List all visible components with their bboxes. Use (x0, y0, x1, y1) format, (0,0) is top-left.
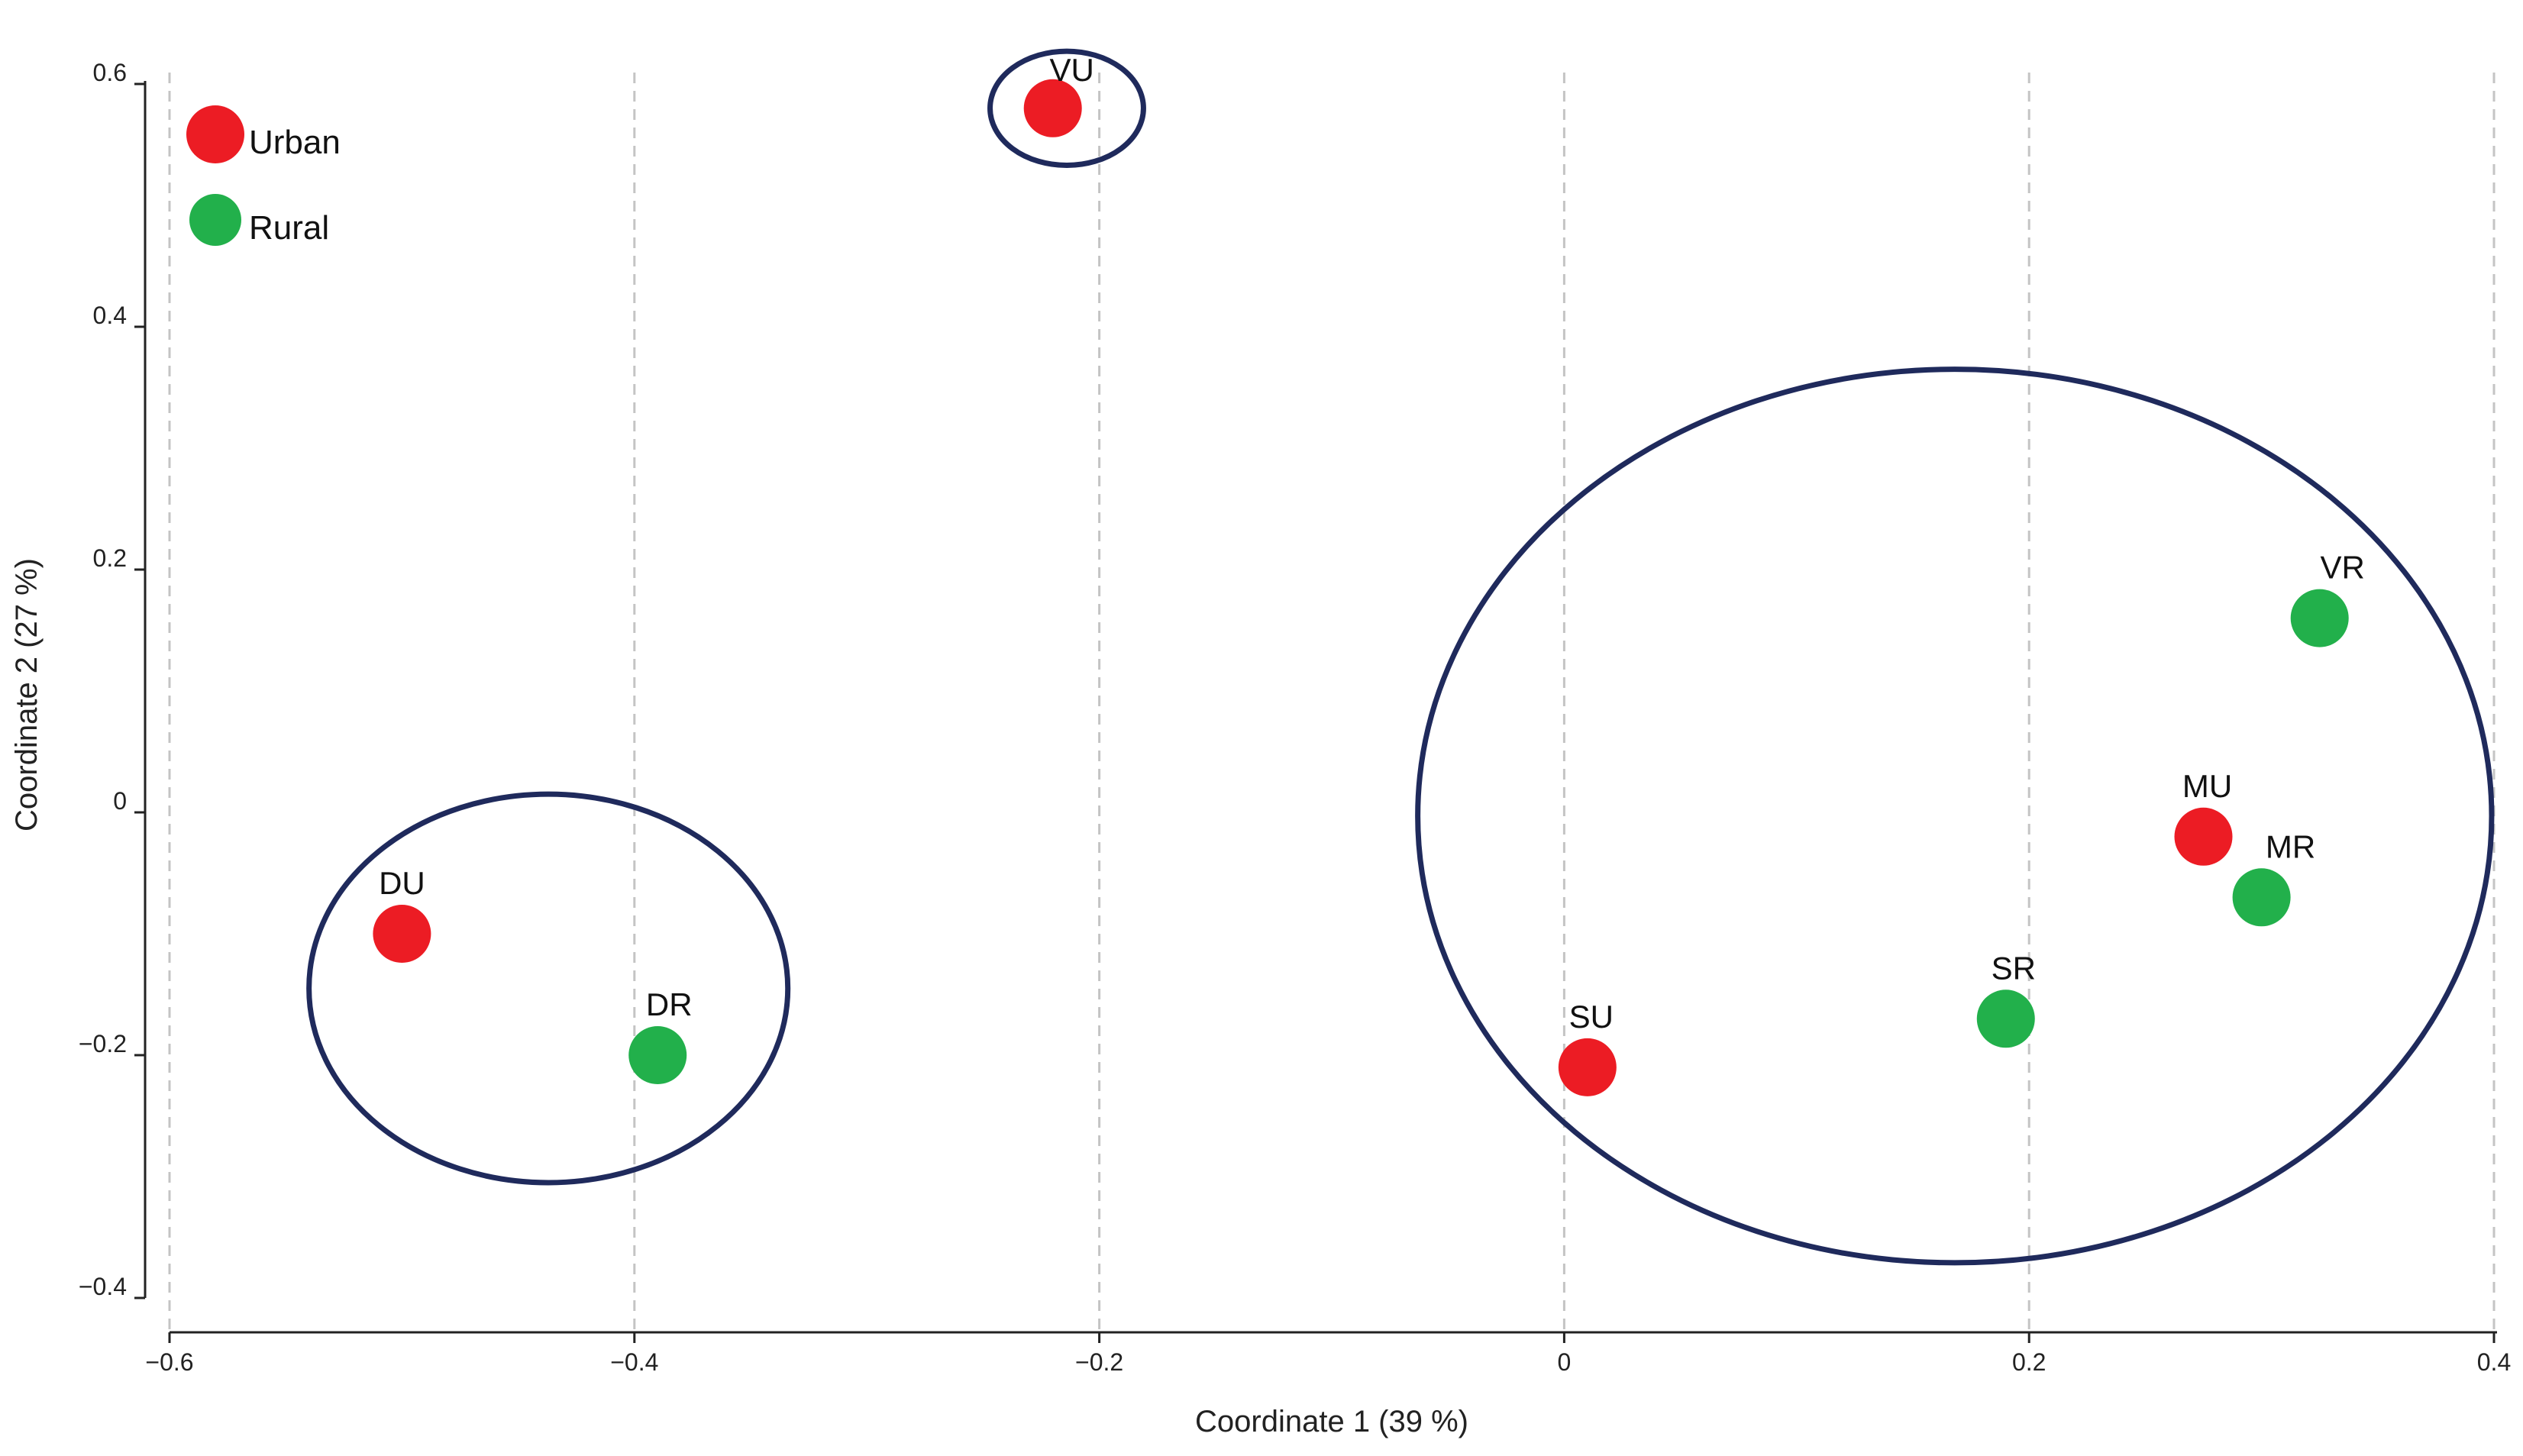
point-label-mu: MU (2182, 768, 2232, 804)
y-tick-label: 0 (113, 787, 127, 815)
x-tick-label: 0.4 (2477, 1348, 2511, 1376)
y-tick-label: 0.6 (93, 59, 127, 86)
point-mr (2232, 868, 2291, 927)
point-vr (2290, 589, 2349, 647)
point-dr (628, 1026, 687, 1084)
y-tick-label: −0.2 (79, 1030, 127, 1057)
cluster-ellipse-1 (306, 791, 791, 1186)
y-axis-title: Coordinate 2 (27 %) (10, 558, 44, 831)
point-vu (1023, 79, 1082, 137)
point-label-mr: MR (2266, 828, 2315, 864)
point-layer: VU DU SU MU DR SR MR VR (373, 52, 2365, 1096)
point-du (373, 905, 431, 963)
y-tick-label: 0.4 (93, 302, 127, 329)
cluster-ellipse-2 (1415, 366, 2495, 1266)
x-tick-label: −0.6 (145, 1348, 193, 1376)
x-tick-label: −0.4 (610, 1348, 658, 1376)
point-label-du: DU (379, 865, 425, 901)
axes-layer (144, 81, 2497, 1334)
legend-label-rural: Rural (249, 209, 329, 247)
x-tick-label: 0 (1558, 1348, 1572, 1376)
point-sr (1976, 989, 2035, 1048)
point-label-vu: VU (1050, 52, 1094, 88)
y-tick-label: −0.4 (79, 1273, 127, 1300)
legend-label-urban: Urban (249, 124, 341, 161)
legend: Urban Rural (186, 105, 341, 247)
x-axis-title: Coordinate 1 (39 %) (1195, 1405, 1468, 1438)
point-su (1558, 1038, 1617, 1096)
x-tick-label: −0.2 (1075, 1348, 1123, 1376)
y-tick-label: 0.2 (93, 544, 127, 572)
grid-layer (168, 73, 2496, 1332)
point-label-sr: SR (1992, 950, 2036, 986)
cluster-ellipse-0 (987, 48, 1146, 169)
point-label-vr: VR (2321, 550, 2365, 586)
point-label-su: SU (1569, 999, 1614, 1035)
x-tick-label: 0.2 (2012, 1348, 2046, 1376)
legend-marker-urban (186, 105, 244, 163)
cluster-layer (306, 48, 2495, 1266)
legend-marker-rural (189, 194, 241, 246)
tick-layer: −0.6 −0.4 −0.2 0 0.2 0.4 −0.4 −0.2 0 0.2 0.4 0.6 (79, 59, 2511, 1376)
point-label-dr: DR (646, 986, 693, 1022)
point-mu (2174, 807, 2233, 866)
